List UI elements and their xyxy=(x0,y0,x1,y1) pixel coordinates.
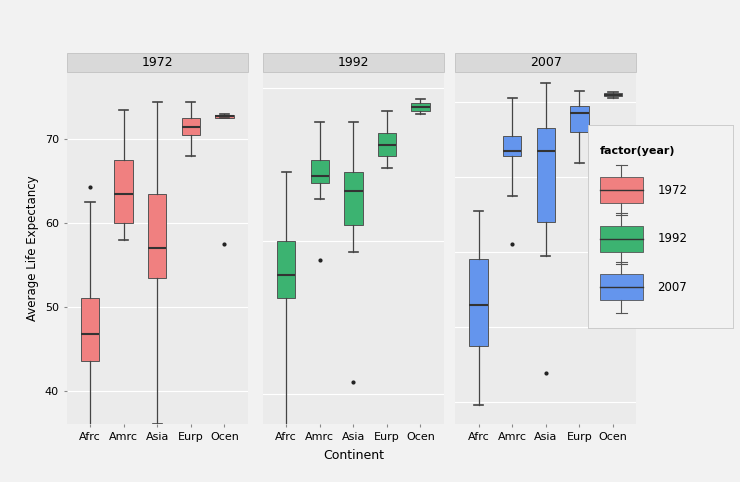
PathPatch shape xyxy=(277,241,295,298)
Bar xyxy=(600,274,643,300)
X-axis label: Continent: Continent xyxy=(323,449,384,462)
Text: 1992: 1992 xyxy=(658,232,687,245)
Y-axis label: Average Life Expectancy: Average Life Expectancy xyxy=(27,175,39,321)
PathPatch shape xyxy=(115,160,133,223)
Text: 2007: 2007 xyxy=(658,281,687,294)
PathPatch shape xyxy=(604,93,622,96)
PathPatch shape xyxy=(81,298,99,362)
Text: 2007: 2007 xyxy=(530,56,562,69)
PathPatch shape xyxy=(215,115,234,118)
PathPatch shape xyxy=(411,103,430,110)
PathPatch shape xyxy=(311,160,329,183)
PathPatch shape xyxy=(344,172,363,225)
Text: 1992: 1992 xyxy=(337,56,369,69)
PathPatch shape xyxy=(503,136,522,156)
PathPatch shape xyxy=(377,134,396,157)
PathPatch shape xyxy=(148,194,166,278)
Bar xyxy=(600,226,643,252)
PathPatch shape xyxy=(181,119,200,135)
Text: factor(year): factor(year) xyxy=(600,146,676,156)
Bar xyxy=(600,177,643,203)
Text: 1972: 1972 xyxy=(141,56,173,69)
PathPatch shape xyxy=(469,259,488,346)
PathPatch shape xyxy=(536,128,555,222)
Bar xyxy=(455,53,636,72)
Text: 1972: 1972 xyxy=(658,184,687,197)
Bar xyxy=(67,53,248,72)
Bar xyxy=(263,53,444,72)
PathPatch shape xyxy=(570,106,588,132)
